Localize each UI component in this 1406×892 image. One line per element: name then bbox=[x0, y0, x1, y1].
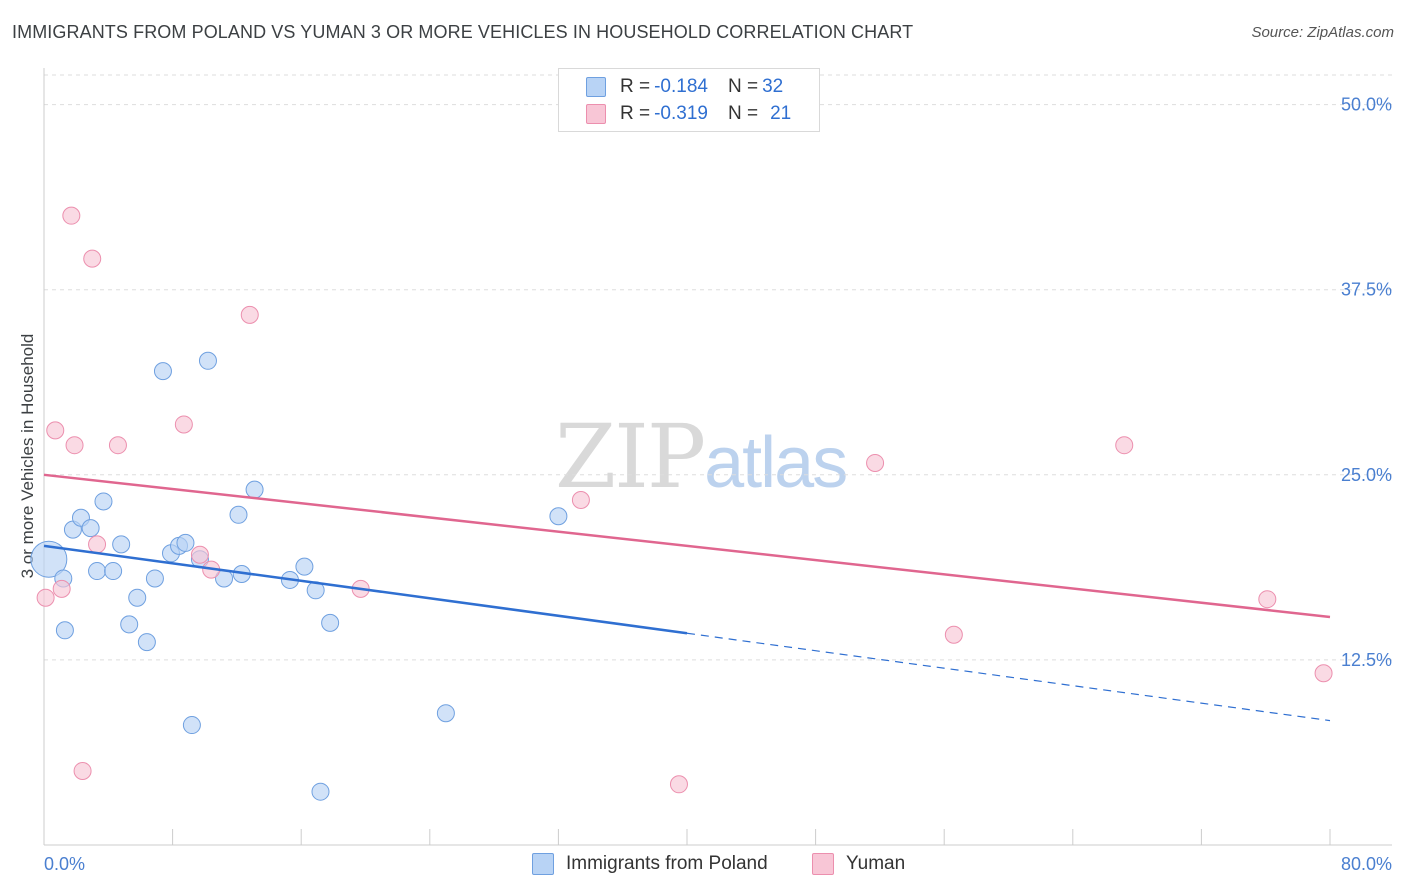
poland-trend-extension bbox=[686, 632, 1331, 722]
legend-n-value: 21 bbox=[770, 103, 792, 124]
poland-point bbox=[245, 480, 264, 499]
yuman-point bbox=[62, 206, 81, 225]
bottom-legend-label-yuman: Yuman bbox=[846, 853, 906, 874]
legend-swatch-yuman bbox=[586, 104, 606, 124]
yuman-point bbox=[1314, 664, 1333, 683]
y-tick-label: 12.5% bbox=[1341, 650, 1392, 670]
poland-point bbox=[81, 519, 100, 538]
legend-row-yuman: R = -0.319 N = 21 bbox=[559, 101, 791, 127]
poland-point bbox=[145, 569, 164, 588]
source-label: Source: ZipAtlas.com bbox=[1251, 24, 1394, 41]
legend-swatch-poland bbox=[586, 77, 606, 97]
yuman-point bbox=[571, 490, 590, 509]
legend-n-value: 32 bbox=[762, 76, 784, 97]
yuman-point bbox=[190, 545, 209, 564]
poland-point bbox=[321, 613, 340, 632]
poland-point bbox=[229, 505, 248, 524]
yuman-point bbox=[866, 453, 885, 472]
bottom-legend-yuman: Yuman bbox=[812, 852, 905, 876]
poland-point bbox=[176, 533, 195, 552]
poland-point bbox=[295, 557, 314, 576]
poland-point bbox=[128, 588, 147, 607]
poland-point bbox=[198, 351, 217, 370]
poland-point bbox=[153, 362, 172, 381]
x-tick-label: 80.0% bbox=[1341, 854, 1392, 874]
poland-point bbox=[88, 562, 107, 581]
yuman-point bbox=[944, 625, 963, 644]
legend-r-value: -0.184 bbox=[654, 76, 708, 97]
y-tick-label: 25.0% bbox=[1341, 465, 1392, 485]
poland-point bbox=[120, 615, 139, 634]
legend-row-poland: R = -0.184 N = 32 bbox=[559, 74, 783, 100]
poland-point bbox=[549, 507, 568, 526]
legend-r-label: R = bbox=[620, 76, 651, 97]
y-tick-label: 50.0% bbox=[1341, 95, 1392, 115]
poland-trend-line bbox=[43, 544, 688, 635]
bottom-legend-swatch-poland bbox=[532, 853, 554, 875]
chart-title: IMMIGRANTS FROM POLAND VS YUMAN 3 OR MOR… bbox=[12, 22, 914, 42]
poland-point bbox=[436, 704, 455, 723]
watermark: ZIPatlas bbox=[555, 405, 848, 508]
poland-point bbox=[112, 535, 131, 554]
poland-point bbox=[311, 782, 330, 801]
yuman-point bbox=[240, 305, 259, 324]
yuman-point bbox=[1115, 436, 1134, 455]
legend-n-label: N = bbox=[727, 103, 759, 124]
yuman-point bbox=[73, 761, 92, 780]
yuman-point bbox=[174, 415, 193, 434]
x-tick-label: 0.0% bbox=[44, 854, 85, 874]
yuman-point bbox=[1258, 590, 1277, 609]
legend-n-label: N = bbox=[727, 76, 759, 97]
watermark-atlas: atlas bbox=[704, 423, 848, 503]
yuman-point bbox=[83, 249, 102, 268]
poland-point bbox=[137, 633, 156, 652]
bottom-legend-swatch-yuman bbox=[812, 853, 834, 875]
watermark-zip: ZIP bbox=[555, 405, 706, 508]
correlation-legend: R = -0.184 N = 32 R = -0.319 N = 21 bbox=[558, 68, 820, 132]
yuman-point bbox=[36, 588, 55, 607]
bottom-legend-poland: Immigrants from Poland bbox=[532, 852, 768, 876]
poland-point bbox=[94, 492, 113, 511]
yuman-point bbox=[52, 579, 71, 598]
legend-r-value: -0.319 bbox=[654, 103, 708, 124]
legend-r-label: R = bbox=[620, 103, 651, 124]
y-tick-label: 37.5% bbox=[1341, 280, 1392, 300]
yuman-point bbox=[108, 436, 127, 455]
bottom-legend-label-poland: Immigrants from Poland bbox=[566, 853, 768, 874]
poland-point bbox=[55, 621, 74, 640]
poland-point bbox=[30, 540, 68, 578]
yuman-point bbox=[46, 421, 65, 440]
yuman-point bbox=[65, 436, 84, 455]
yuman-trend-line bbox=[43, 473, 1331, 619]
poland-point bbox=[104, 562, 123, 581]
yuman-point bbox=[669, 775, 688, 794]
yuman-point bbox=[88, 535, 107, 554]
poland-point bbox=[182, 716, 201, 735]
